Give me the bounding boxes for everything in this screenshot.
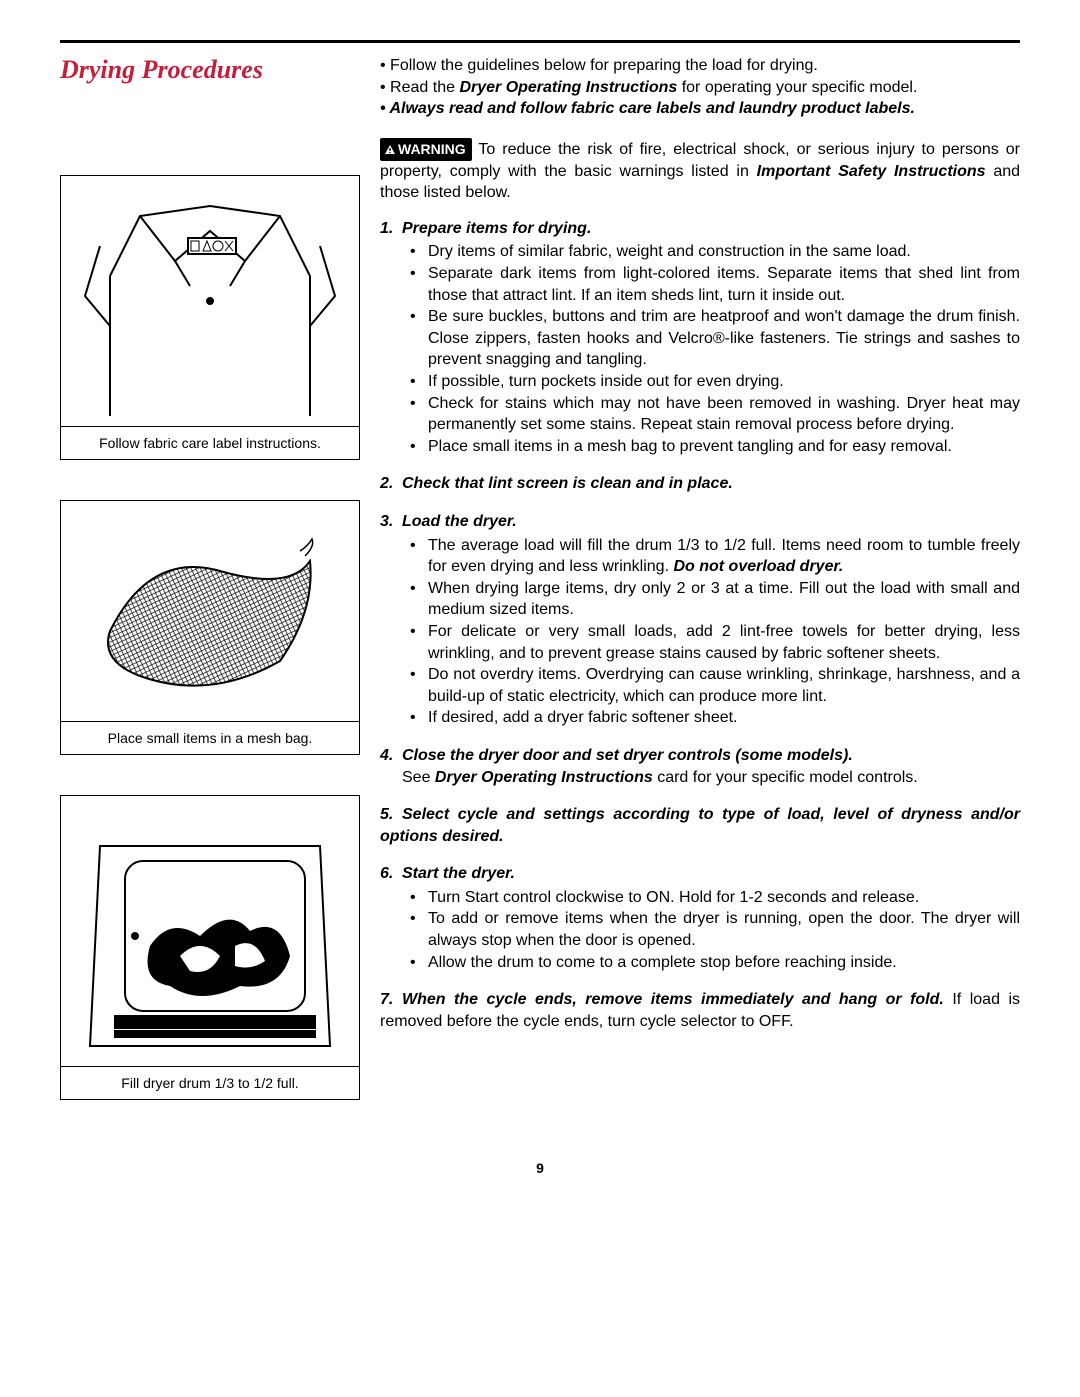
step: 1.Prepare items for drying. Dry items of… [380,218,1020,458]
figure-dryer-drum-image [61,796,359,1066]
step-head: Prepare items for drying. [402,220,591,237]
sub-item: Check for stains which may not have been… [380,393,1020,436]
step-sublist: Turn Start control clockwise to ON. Hold… [380,887,1020,973]
step: 6.Start the dryer. Turn Start control cl… [380,863,1020,973]
intro-item: Read the Dryer Operating Instructions fo… [380,77,1020,99]
sub-item: To add or remove items when the dryer is… [380,908,1020,951]
sub-item: Separate dark items from light-colored i… [380,263,1020,306]
doc-ref: Important Safety Instructions [757,163,986,180]
sub-item: Turn Start control clockwise to ON. Hold… [380,887,1020,909]
sub-item: Dry items of similar fabric, weight and … [380,241,1020,263]
step-head: Load the dryer. [402,513,517,530]
step-sublist: Dry items of similar fabric, weight and … [380,241,1020,457]
page-number: 9 [60,1160,1020,1176]
intro-list: Follow the guidelines below for preparin… [380,55,1020,120]
intro-item: Follow the guidelines below for preparin… [380,55,1020,77]
emphasis: Do not overload dryer. [673,558,843,575]
intro-item-emphasis: Always read and follow fabric care label… [380,98,1020,120]
sub-item: If possible, turn pockets inside out for… [380,371,1020,393]
step: 4.Close the dryer door and set dryer con… [380,745,1020,788]
step-number: 7. [380,989,402,1011]
sub-item: The average load will fill the drum 1/3 … [380,535,1020,578]
step-number: 4. [380,745,402,767]
step-head: Check that lint screen is clean and in p… [402,475,733,492]
figure-care-label-image [61,176,359,426]
step-head: Close the dryer door and set dryer contr… [402,747,853,764]
right-column: Follow the guidelines below for preparin… [380,55,1020,1140]
section-title: Drying Procedures [60,55,360,85]
figure-care-label-caption: Follow fabric care label instructions. [61,426,359,459]
top-divider [60,40,1020,43]
step: 3.Load the dryer. The average load will … [380,511,1020,729]
warning-badge: WARNING [380,138,472,161]
step: 7.When the cycle ends, remove items imme… [380,989,1020,1032]
step-number: 1. [380,218,402,240]
step: 2.Check that lint screen is clean and in… [380,473,1020,495]
doc-ref: Dryer Operating Instructions [459,79,677,96]
page-body: Drying Procedures [60,55,1020,1140]
step-body-post: card for your specific model controls. [653,769,918,786]
doc-ref: Dryer Operating Instructions [435,769,653,786]
sub-item: Be sure buckles, buttons and trim are he… [380,306,1020,371]
sub-item: For delicate or very small loads, add 2 … [380,621,1020,664]
figure-mesh-bag-caption: Place small items in a mesh bag. [61,721,359,754]
figure-mesh-bag-image [61,501,359,721]
step-number: 3. [380,511,402,533]
step: 5.Select cycle and settings according to… [380,804,1020,847]
step-sublist: The average load will fill the drum 1/3 … [380,535,1020,729]
sub-item: Do not overdry items. Overdrying can cau… [380,664,1020,707]
step-body-pre: See [402,769,435,786]
step-head: When the cycle ends, remove items immedi… [402,991,944,1008]
step-body: See Dryer Operating Instructions card fo… [380,767,1020,789]
steps-list: 1.Prepare items for drying. Dry items of… [380,218,1020,1033]
step-number: 2. [380,473,402,495]
left-column: Drying Procedures [60,55,360,1140]
figure-care-label: Follow fabric care label instructions. [60,175,360,460]
figure-dryer-drum: Fill dryer drum 1/3 to 1/2 full. [60,795,360,1100]
step-number: 6. [380,863,402,885]
sub-item: If desired, add a dryer fabric softener … [380,707,1020,729]
sub-item: Place small items in a mesh bag to preve… [380,436,1020,458]
warning-paragraph: WARNING To reduce the risk of fire, elec… [380,138,1020,204]
warning-label-text: WARNING [398,141,466,157]
step-head: Start the dryer. [402,865,515,882]
sub-item: Allow the drum to come to a complete sto… [380,952,1020,974]
figure-mesh-bag: Place small items in a mesh bag. [60,500,360,755]
figure-dryer-drum-caption: Fill dryer drum 1/3 to 1/2 full. [61,1066,359,1099]
step-head: Select cycle and settings according to t… [380,806,1020,845]
sub-item: When drying large items, dry only 2 or 3… [380,578,1020,621]
step-number: 5. [380,804,402,826]
